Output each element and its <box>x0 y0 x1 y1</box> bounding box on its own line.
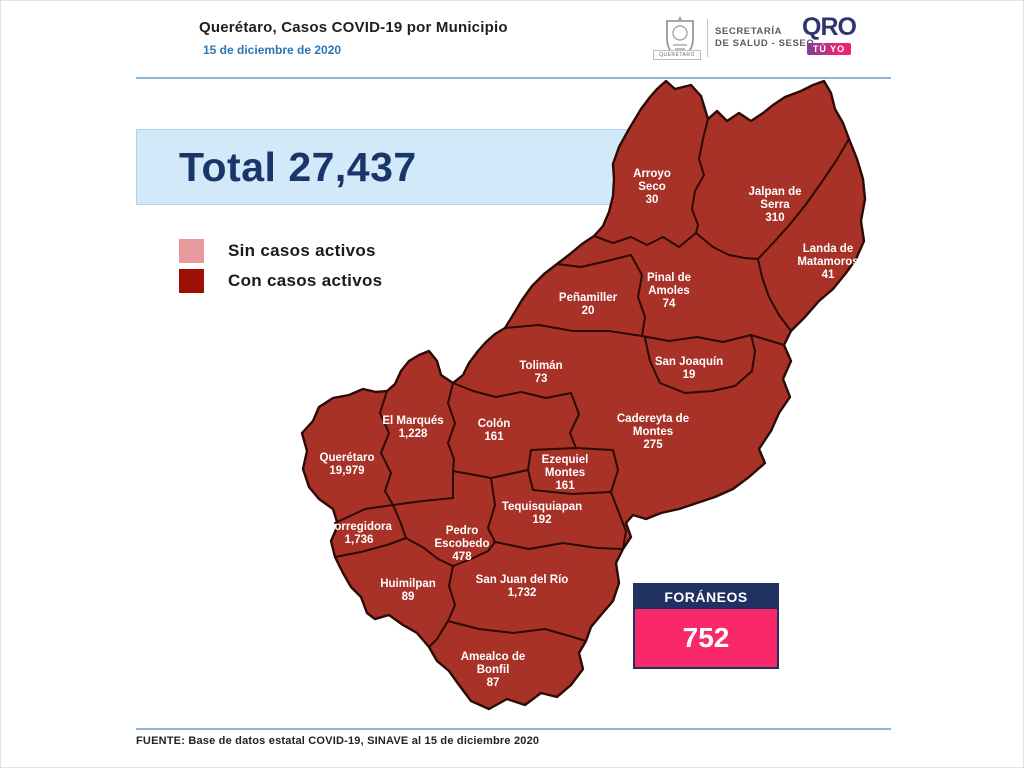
total-cases: Total 27,437 <box>179 144 417 191</box>
qro-logo-tagline: TÚ YO <box>806 43 852 55</box>
footer-rule <box>136 728 891 730</box>
qro-logo-text: QRO <box>802 13 857 41</box>
report-date: 15 de diciembre de 2020 <box>203 43 342 57</box>
legend-item-sin-casos: Sin casos activos <box>179 238 382 263</box>
qro-logo: QRO TÚ YO <box>799 15 859 57</box>
municipality-label-tequisquiapan: Tequisquiapan 192 <box>502 501 582 526</box>
municipality-label-pedro-escobedo: Pedro Escobedo 478 <box>435 525 490 563</box>
header-rule <box>136 77 891 79</box>
municipality-label-san-joaquin: San Joaquín 19 <box>655 356 723 381</box>
map-labels: Arroyo Seco 30 Jalpan de Serra 310 Landa de Mat… <box>320 168 859 689</box>
legend: Sin casos activos Con casos activos <box>179 238 382 298</box>
secretariat-line2: DE SALUD - SESEQ <box>715 38 815 49</box>
municipality-label-penamiller: Peñamiller 20 <box>559 292 618 317</box>
total-banner: Total 27,437 <box>136 129 643 205</box>
municipality-label-el-marques: El Marqués 1,228 <box>382 415 443 440</box>
municipality-label-san-juan-del-rio: San Juan del Río 1,732 <box>476 574 569 599</box>
municipality-label-ezequiel-montes: Ezequiel Montes 161 <box>542 454 589 492</box>
total-value: 27,437 <box>288 143 417 190</box>
municipality-label-cadereyta-de-montes: Cadereyta de Montes 275 <box>617 413 689 451</box>
municipality-label-toliman: Tolimán 73 <box>519 360 562 385</box>
municipality-label-amealco-de-bonfil: Amealco de Bonfil 87 <box>461 651 526 689</box>
municipality-label-queretaro: Querétaro 19,979 <box>320 452 375 477</box>
municipality-borders <box>334 118 850 648</box>
source-note: FUENTE: Base de datos estatal COVID-19, … <box>136 735 540 747</box>
logo-divider <box>707 19 708 57</box>
page-title: Querétaro, Casos COVID-19 por Municipio <box>199 19 508 36</box>
foraneos-box: FORÁNEOS 752 <box>633 583 779 669</box>
municipality-label-pinal-de-amoles: Pinal de Amoles 74 <box>647 272 691 310</box>
foraneos-value: 752 <box>635 609 777 667</box>
legend-swatch-con-casos <box>179 268 204 293</box>
municipality-label-huimilpan: Huimilpan 89 <box>380 578 436 603</box>
legend-label-sin-casos: Sin casos activos <box>228 240 376 260</box>
legend-label-con-casos: Con casos activos <box>228 270 383 290</box>
municipality-label-colon: Colón 161 <box>478 418 511 443</box>
municipality-label-corregidora: Corregidora 1,736 <box>326 521 392 546</box>
municipality-label-jalpan-de-serra: Jalpan de Serra 310 <box>748 186 801 224</box>
foraneos-header: FORÁNEOS <box>635 585 777 609</box>
secretariat-name: SECRETARÍA DE SALUD - SESEQ <box>715 26 814 50</box>
legend-item-con-casos: Con casos activos <box>179 268 382 293</box>
coat-of-arms-label: QUERÉTARO <box>653 50 701 60</box>
state-outline-shape <box>300 79 867 711</box>
legend-swatch-sin-casos <box>179 238 204 263</box>
municipality-label-landa-de-matamoros: Landa de Matamoros 41 <box>797 243 858 281</box>
secretariat-line1: SECRETARÍA <box>715 26 783 37</box>
municipality-label-arroyo-seco: Arroyo Seco 30 <box>633 168 671 206</box>
total-label: Total <box>179 143 277 190</box>
